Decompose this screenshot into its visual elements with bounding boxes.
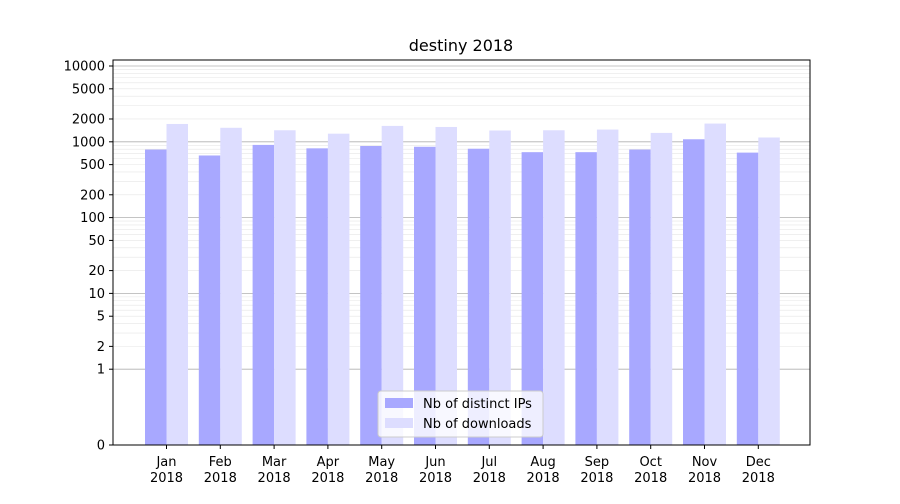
y-tick-label: 2000 — [72, 112, 105, 127]
x-tick-label: Sep 2018 — [580, 455, 613, 486]
y-tick-label: 10 — [88, 287, 105, 302]
plot-frame — [112, 59, 811, 446]
bar-distinct-ips — [198, 155, 221, 445]
legend-label: Nb of distinct IPs — [423, 397, 532, 412]
bar-distinct-ips — [145, 149, 167, 446]
bar-distinct-ips — [736, 152, 759, 445]
legend-box — [377, 390, 544, 438]
bar-distinct-ips — [252, 144, 275, 445]
y-tick-label: 200 — [80, 188, 105, 203]
x-tick-label: Apr 2018 — [311, 455, 344, 486]
legend-swatch — [385, 418, 413, 428]
legend-label: Nb of downloads — [423, 417, 532, 432]
bar-downloads — [435, 126, 457, 446]
x-tick-label: May 2018 — [365, 455, 398, 486]
bar-distinct-ips — [360, 146, 382, 446]
bar-downloads — [381, 125, 404, 445]
bar-distinct-ips — [629, 149, 651, 446]
y-tick-label: 1 — [97, 363, 105, 378]
bar-downloads — [650, 132, 673, 445]
x-tick-label: Nov 2018 — [688, 455, 721, 486]
x-tick-label: Oct 2018 — [634, 455, 667, 486]
bar-downloads — [758, 137, 780, 445]
bar-distinct-ips — [467, 148, 490, 445]
bar-distinct-ips — [575, 152, 597, 445]
bar-distinct-ips — [306, 148, 328, 445]
bar-downloads — [327, 133, 350, 445]
legend-swatch — [385, 398, 413, 408]
bar-downloads — [489, 130, 511, 445]
x-axis: Jan 2018 Feb 2018 Mar 2018 Apr 2018 May 2018 Jun 20… — [150, 445, 775, 486]
chart-title: destiny 2018 — [409, 36, 513, 55]
y-tick-label: 500 — [80, 158, 105, 173]
y-tick-label: 5 — [97, 310, 105, 325]
bar-downloads — [220, 127, 242, 445]
y-tick-label: 2 — [97, 340, 105, 355]
x-tick-label: Jun 2018 — [419, 455, 452, 486]
bar-downloads — [166, 123, 188, 446]
bar-downloads — [543, 130, 565, 446]
y-axis: 0 1 2 5 10 20 50 100 200 500 1000 2000 5000 10000 — [64, 60, 113, 454]
y-tick-label: 0 — [97, 439, 105, 454]
y-tick-label: 10000 — [64, 60, 105, 75]
x-tick-label: Dec 2018 — [742, 455, 775, 486]
bar-downloads — [596, 129, 619, 446]
y-tick-label: 5000 — [72, 82, 105, 97]
x-tick-label: Jan 2018 — [150, 455, 183, 486]
bar-distinct-ips — [521, 152, 544, 445]
y-tick-label: 20 — [88, 264, 105, 279]
y-tick-label: 1000 — [72, 135, 105, 150]
y-tick-label: 100 — [80, 211, 105, 226]
bar-distinct-ips — [683, 139, 705, 446]
x-tick-label: Jul 2018 — [473, 455, 506, 486]
x-tick-label: Mar 2018 — [258, 455, 291, 486]
bar-downloads — [704, 123, 726, 445]
legend: Nb of distinct IPs Nb of downloads — [377, 390, 544, 438]
bars — [145, 123, 780, 446]
x-tick-label: Feb 2018 — [204, 455, 237, 486]
x-tick-label: Aug 2018 — [527, 455, 560, 486]
bar-distinct-ips — [414, 146, 436, 445]
bar-downloads — [274, 130, 296, 446]
y-tick-label: 50 — [88, 234, 105, 249]
